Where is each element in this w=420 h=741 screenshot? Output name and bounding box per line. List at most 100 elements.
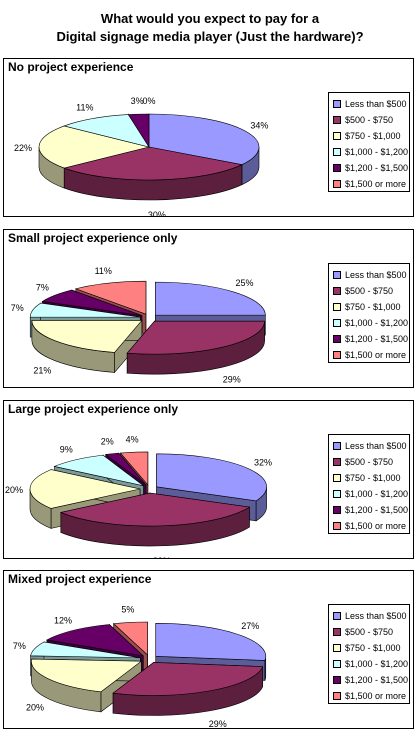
slice-less-than-500	[156, 453, 267, 502]
slice-1-500-or-more	[112, 621, 148, 656]
data-label: 29%	[209, 719, 227, 728]
legend: Less than $500 $500 - $750 $750 - $1,000 $1…	[328, 604, 410, 704]
slice-1-500-or-more	[74, 280, 147, 315]
slice-less-than-500	[155, 623, 267, 661]
legend-swatch	[333, 442, 341, 450]
data-label: 25%	[235, 278, 253, 288]
slice-less-than-500	[155, 281, 266, 316]
data-label: 21%	[33, 365, 51, 375]
legend-label: $1,000 - $1,200	[345, 147, 409, 157]
slice-1-200-1-500	[104, 452, 147, 486]
legend-label: $1,000 - $1,200	[345, 318, 409, 328]
legend-item: Less than $500	[333, 96, 409, 112]
legend-swatch	[333, 164, 341, 172]
legend-item: $500 - $750	[333, 624, 409, 640]
legend: Less than $500 $500 - $750 $750 - $1,000 $1…	[328, 263, 410, 363]
legend-swatch	[333, 180, 341, 188]
pie-title: No project experience	[8, 60, 134, 74]
pie-title: Small project experience only	[8, 231, 178, 245]
data-label: 12%	[54, 616, 72, 626]
pie-chart: 27% 29% 20% 7% 12% 5%	[13, 605, 267, 728]
legend-swatch	[333, 506, 341, 514]
legend-item: $1,200 - $1,500	[333, 160, 409, 176]
legend-swatch	[333, 116, 341, 124]
pie-title: Large project experience only	[8, 402, 179, 416]
data-label: 0%	[142, 96, 155, 106]
slice-750-1-000	[29, 469, 141, 509]
slice-750-1-000	[31, 658, 143, 693]
data-label: 20%	[5, 485, 23, 495]
legend-item: $1,000 - $1,200	[333, 315, 409, 331]
data-label: 2%	[101, 436, 114, 446]
pie-title: Mixed project experience	[8, 572, 152, 586]
legend-label: $1,500 or more	[345, 350, 407, 360]
legend-swatch	[333, 335, 341, 343]
legend-label: $750 - $1,000	[345, 131, 401, 141]
data-label: 11%	[76, 103, 93, 113]
legend-label: $500 - $750	[345, 115, 394, 125]
legend-item: Less than $500	[333, 438, 409, 454]
slice-750-1-000	[38, 125, 150, 169]
pie-panel: Large project experience only 32% 33% 20% 9%…	[3, 400, 414, 559]
data-label: 22%	[14, 143, 32, 153]
legend-label: $500 - $750	[345, 286, 394, 296]
pie-panel: Mixed project experience 27% 29% 20% 7% 12% 5%…	[3, 570, 414, 729]
legend-label: $1,200 - $1,500	[345, 163, 409, 173]
chart-title: What would you expect to pay for a Digit…	[0, 10, 420, 46]
legend-label: $750 - $1,000	[345, 643, 401, 653]
legend-item: $1,200 - $1,500	[333, 672, 409, 688]
legend-swatch	[333, 351, 341, 359]
legend: Less than $500 $500 - $750 $750 - $1,000 $1…	[328, 92, 410, 192]
legend-swatch	[333, 522, 341, 530]
legend-swatch	[333, 132, 341, 140]
slice-1-000-1-200	[53, 454, 144, 487]
data-label: 7%	[13, 641, 26, 651]
data-label: 30%	[148, 210, 166, 216]
legend-label: $500 - $750	[345, 457, 394, 467]
title-line-2: Digital signage media player (Just the h…	[56, 29, 364, 44]
legend-swatch	[333, 490, 341, 498]
slice-1-200-1-500	[41, 289, 142, 316]
legend: Less than $500 $500 - $750 $750 - $1,000 $1…	[328, 434, 410, 534]
legend-swatch	[333, 458, 341, 466]
legend-swatch	[333, 612, 341, 620]
legend-label: $1,000 - $1,200	[345, 659, 409, 669]
slice-1-200-1-500	[45, 624, 145, 657]
pie-panel: No project experience 34% 30% 22% 11% 3% 0% Les…	[3, 58, 414, 217]
legend-item: $500 - $750	[333, 283, 409, 299]
legend-swatch	[333, 100, 341, 108]
pie-chart: 34% 30% 22% 11% 3%0%	[14, 96, 268, 216]
data-label: 20%	[26, 702, 44, 712]
legend-item: $1,000 - $1,200	[333, 656, 409, 672]
slice-1-200-1-500	[127, 113, 150, 149]
legend-label: Less than $500	[345, 441, 407, 451]
data-label: 11%	[95, 266, 112, 276]
legend-item: $1,500 or more	[333, 347, 409, 363]
slice-1-500-or-more	[119, 451, 149, 486]
slice-1-000-1-200	[63, 114, 150, 148]
legend-item: $1,000 - $1,200	[333, 486, 409, 502]
legend-label: $1,500 or more	[345, 179, 407, 189]
legend-item: $1,000 - $1,200	[333, 144, 409, 160]
legend-swatch	[333, 271, 341, 279]
slice-500-750	[126, 320, 265, 355]
slice-500-750	[63, 146, 243, 181]
data-label: 9%	[60, 445, 73, 455]
pie-panel: Small project experience only 25% 29% 21% 7%…	[3, 229, 414, 388]
legend-item: $750 - $1,000	[333, 640, 409, 656]
legend-label: $1,200 - $1,500	[345, 334, 409, 344]
legend-label: $500 - $750	[345, 627, 394, 637]
legend-swatch	[333, 319, 341, 327]
legend-swatch	[333, 692, 341, 700]
legend-label: $1,500 or more	[345, 691, 407, 701]
legend-swatch	[333, 644, 341, 652]
legend-swatch	[333, 303, 341, 311]
legend-label: $1,000 - $1,200	[345, 489, 409, 499]
slice-500-750	[112, 662, 264, 696]
legend-label: $1,200 - $1,500	[345, 505, 409, 515]
legend-item: $500 - $750	[333, 112, 409, 128]
slice-1-000-1-200	[30, 641, 141, 659]
slice-500-750	[59, 492, 251, 527]
legend-label: Less than $500	[345, 611, 407, 621]
legend-item: $750 - $1,000	[333, 470, 409, 486]
